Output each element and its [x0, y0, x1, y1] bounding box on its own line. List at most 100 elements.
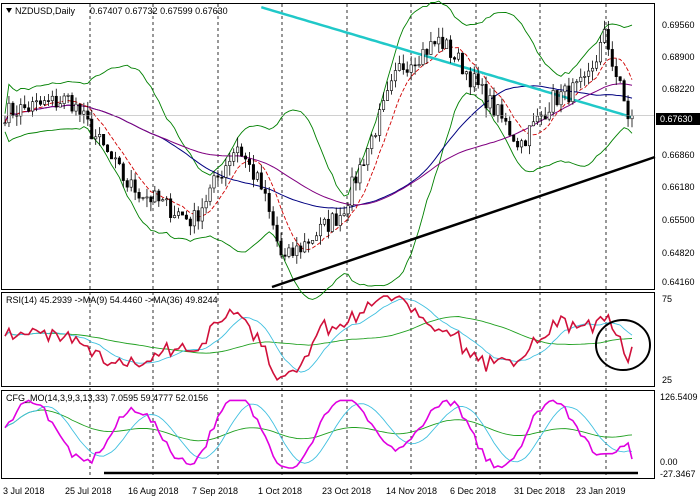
candle-body	[476, 73, 480, 86]
x-tick: 1 Oct 2018	[258, 486, 302, 496]
osc-y-tick: -27.3467	[660, 469, 696, 479]
candle-body	[3, 122, 7, 125]
candle-body	[429, 41, 433, 55]
candle-body	[334, 213, 338, 226]
candle-body	[449, 39, 453, 58]
candle-body	[66, 95, 70, 97]
candle-body	[259, 172, 263, 190]
candle-body	[614, 66, 618, 77]
candle-body	[19, 104, 23, 117]
candle-body	[433, 41, 437, 45]
x-tick: 7 Sep 2018	[192, 486, 238, 496]
candle-body	[571, 82, 575, 102]
y-tick: 0.64820	[662, 248, 695, 258]
candle-body	[165, 198, 169, 201]
candle-body	[595, 61, 599, 69]
candle-body	[618, 76, 622, 81]
candle-body	[50, 95, 54, 102]
candle-body	[417, 64, 421, 67]
x-tick: 14 Nov 2018	[386, 486, 437, 496]
candle-body	[188, 218, 192, 227]
rsi-y-tick: 75	[662, 294, 672, 304]
candle-body	[386, 90, 390, 101]
candle-body	[370, 135, 374, 149]
x-tick: 25 Jul 2018	[65, 486, 112, 496]
candle-body	[358, 164, 362, 184]
candle-body	[23, 104, 27, 109]
candle-body	[232, 152, 236, 162]
x-tick: 6 Dec 2018	[450, 486, 496, 496]
candle-body	[98, 134, 102, 138]
candle-body	[184, 214, 188, 220]
candle-body	[228, 160, 232, 166]
y-tick: 0.66180	[662, 182, 695, 192]
candle-body	[82, 110, 86, 115]
rsi-label: RSI(14) 45.2939 ->MA(9) 54.4460 ->MA(36)…	[6, 295, 218, 305]
candle-body	[346, 205, 350, 215]
candle-body	[445, 39, 449, 49]
candle-body	[425, 49, 429, 55]
candle-body	[555, 90, 559, 106]
candle-body	[196, 210, 200, 222]
candle-body	[42, 100, 46, 105]
candle-body	[125, 180, 129, 188]
rsi-line	[4, 295, 633, 381]
candle-body	[275, 224, 279, 242]
candle-body	[374, 135, 378, 137]
candle-body	[464, 71, 468, 75]
candle-body	[117, 157, 121, 165]
candle-body	[121, 163, 125, 181]
oscillator-panel-frame	[1, 390, 655, 479]
y-tick: 0.69560	[662, 20, 695, 30]
y-tick: 0.68900	[662, 52, 695, 62]
candle-body	[626, 100, 630, 120]
candle-body	[508, 121, 512, 136]
candle-body	[311, 240, 315, 244]
candle-body	[38, 100, 42, 105]
candle-body	[224, 165, 228, 178]
candle-body	[94, 136, 98, 140]
candle-body	[137, 192, 141, 199]
candle-body	[204, 201, 208, 209]
candle-body	[54, 95, 58, 108]
candle-body	[535, 115, 539, 123]
candle-body	[602, 29, 606, 43]
candle-body	[180, 211, 184, 216]
osc-y-tick: 0.00	[660, 457, 678, 467]
candle-body	[35, 100, 39, 103]
candle-body	[169, 198, 173, 218]
candle-body	[342, 213, 346, 216]
price-header: NZDUSD,Daily 0.67407 0.67732 0.67599 0.6…	[6, 6, 228, 16]
candle-body	[303, 241, 307, 253]
candle-body	[531, 121, 535, 127]
candle-body	[512, 134, 516, 142]
candle-body	[11, 102, 15, 116]
candle-body	[563, 85, 567, 93]
candle-body	[283, 254, 287, 257]
candle-body	[244, 155, 248, 160]
candle-body	[484, 83, 488, 109]
x-tick: 16 Aug 2018	[128, 486, 179, 496]
y-tick: 0.65500	[662, 215, 695, 225]
candle-body	[382, 100, 386, 110]
rsi-panel-frame	[1, 292, 655, 387]
x-tick: 3 Jul 2018	[3, 486, 45, 496]
oscillator-line	[4, 399, 633, 469]
candle-body	[460, 52, 464, 75]
price-panel-frame	[1, 3, 655, 290]
candle-body	[177, 211, 181, 216]
oscillator-signal-line	[4, 403, 633, 464]
candle-body	[78, 103, 82, 115]
candle-body	[220, 176, 224, 179]
candle-body	[504, 118, 508, 122]
rsi-ma36-line	[4, 316, 633, 354]
moving-average-red	[4, 46, 633, 251]
candle-body	[421, 49, 425, 65]
candle-body	[575, 81, 579, 84]
candle-body	[149, 196, 153, 203]
price-panel	[2, 0, 656, 300]
candle-body	[496, 104, 500, 116]
candle-body	[295, 245, 299, 256]
candle-body	[468, 71, 472, 88]
